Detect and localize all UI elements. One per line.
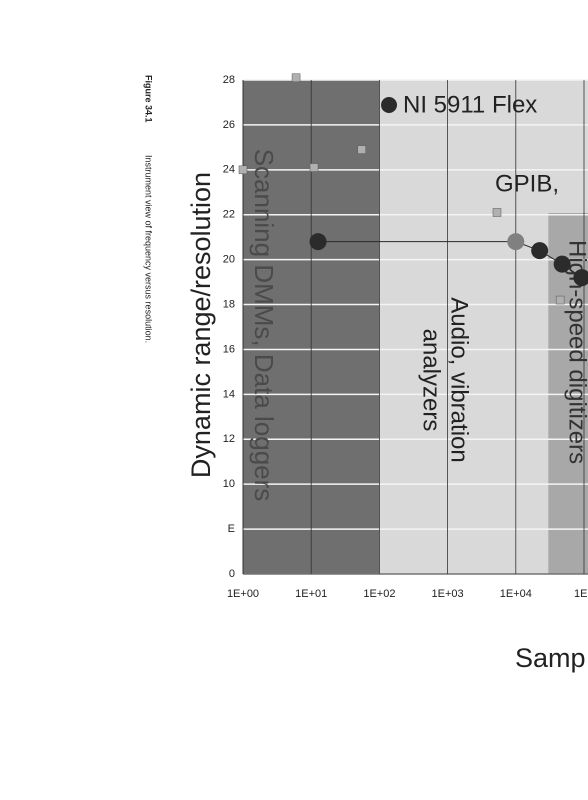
annotation: GPIB,: [495, 170, 559, 197]
annotation: analyzers: [418, 329, 445, 432]
data-point: [291, 73, 301, 83]
y-tick-label: 18: [223, 298, 235, 310]
data-point: [357, 145, 366, 154]
data-point: [531, 242, 549, 260]
data-point: [553, 255, 571, 273]
x-tick-label: 1E+02: [363, 588, 395, 600]
y-tick-label: 10: [223, 478, 235, 490]
data-point: [507, 233, 525, 251]
data-point: [573, 269, 588, 287]
data-point: [309, 233, 327, 251]
y-axis-label: Dynamic range/resolution: [186, 172, 216, 478]
y-tick-label: 22: [223, 209, 235, 221]
y-tick-label: 0: [229, 568, 235, 580]
y-tick-label: E: [228, 523, 235, 535]
y-tick-label: 28: [223, 74, 235, 86]
x-tick-label: 1E+04: [500, 588, 532, 600]
x-axis-label: Samp: [515, 643, 586, 673]
x-tick-label: 1E+: [574, 588, 588, 600]
annotation: Audio, vibration: [446, 297, 473, 462]
region-label: Scanning DMMs, Data loggers: [249, 149, 279, 502]
y-tick-label: 16: [223, 343, 235, 355]
x-tick-label: 1E+03: [432, 588, 464, 600]
y-tick-label: 20: [223, 254, 235, 266]
data-point: [555, 295, 565, 305]
legend-marker: [381, 97, 397, 113]
x-tick-label: 1E+00: [227, 588, 259, 600]
y-tick-label: 12: [223, 433, 235, 445]
y-tick-label: 24: [223, 164, 235, 176]
figure-label: Figure 34.1: [144, 75, 154, 123]
caption: Instrument view of frequency versus reso…: [144, 155, 154, 343]
y-tick-label: 26: [223, 119, 235, 131]
data-point: [492, 208, 502, 217]
data-point: [238, 165, 248, 175]
x-tick-label: 1E+01: [295, 588, 327, 600]
legend-label: NI 5911 Flex: [403, 91, 537, 118]
data-point: [309, 163, 319, 172]
y-tick-label: 14: [223, 388, 235, 400]
